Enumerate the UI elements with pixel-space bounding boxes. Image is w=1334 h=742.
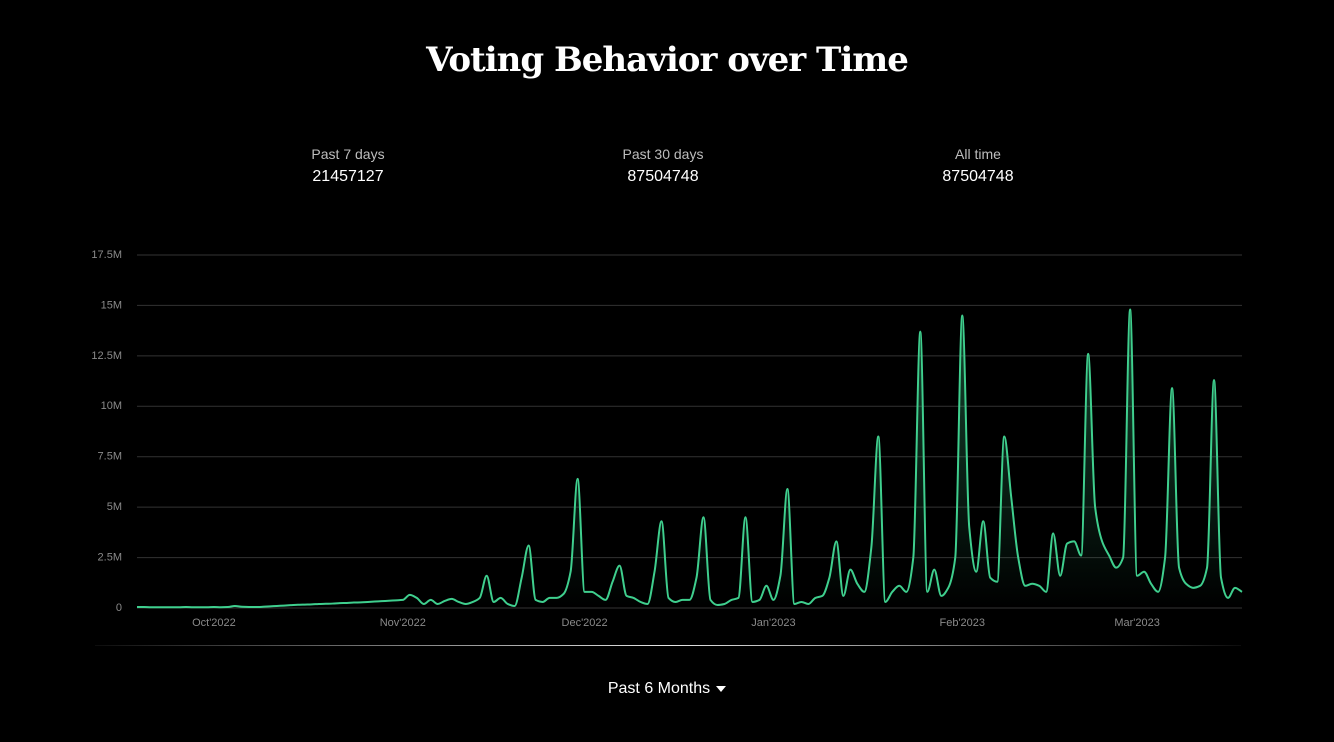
caret[interactable] <box>716 685 727 692</box>
area-fill <box>137 309 1242 608</box>
x-tick-label: Dec'2022 <box>562 617 608 629</box>
divider <box>95 645 1241 646</box>
stat-value: 87504748 <box>627 168 699 185</box>
stat-label: Past 7 days <box>311 146 385 162</box>
y-tick-label: 15M <box>101 299 122 311</box>
y-tick-label: 12.5M <box>91 350 122 362</box>
y-tick-label: 17.5M <box>91 249 122 261</box>
y-tick-label: 2.5M <box>98 551 122 563</box>
range-dropdown[interactable]: Past 6 Months <box>567 680 767 698</box>
stat-label: All time <box>955 146 1001 162</box>
x-tick-label: Oct'2022 <box>192 617 236 629</box>
stat: All time 87504748 <box>858 146 1098 186</box>
line <box>136 308 1243 609</box>
range-label[interactable]: Past 6 Months <box>607 680 711 697</box>
x-tick-label: Feb'2023 <box>939 617 985 629</box>
stat: Past 30 days 87504748 <box>543 146 783 186</box>
stat-value: 87504748 <box>942 168 1014 185</box>
y-tick-label: 7.5M <box>98 451 122 463</box>
x-tick-label: Nov'2022 <box>380 617 426 629</box>
stat: Past 7 days 21457127 <box>228 146 468 186</box>
x-tick-label: Jan'2023 <box>751 617 795 629</box>
y-tick-label: 10M <box>101 400 122 412</box>
page-title: Voting Behavior over Time <box>426 40 909 80</box>
y-tick-label: 5M <box>107 501 122 513</box>
stat-label: Past 30 days <box>622 146 704 162</box>
stat-value: 21457127 <box>312 168 384 185</box>
x-tick-label: Mar'2023 <box>1114 617 1160 629</box>
y-tick-label: 0 <box>116 602 122 614</box>
